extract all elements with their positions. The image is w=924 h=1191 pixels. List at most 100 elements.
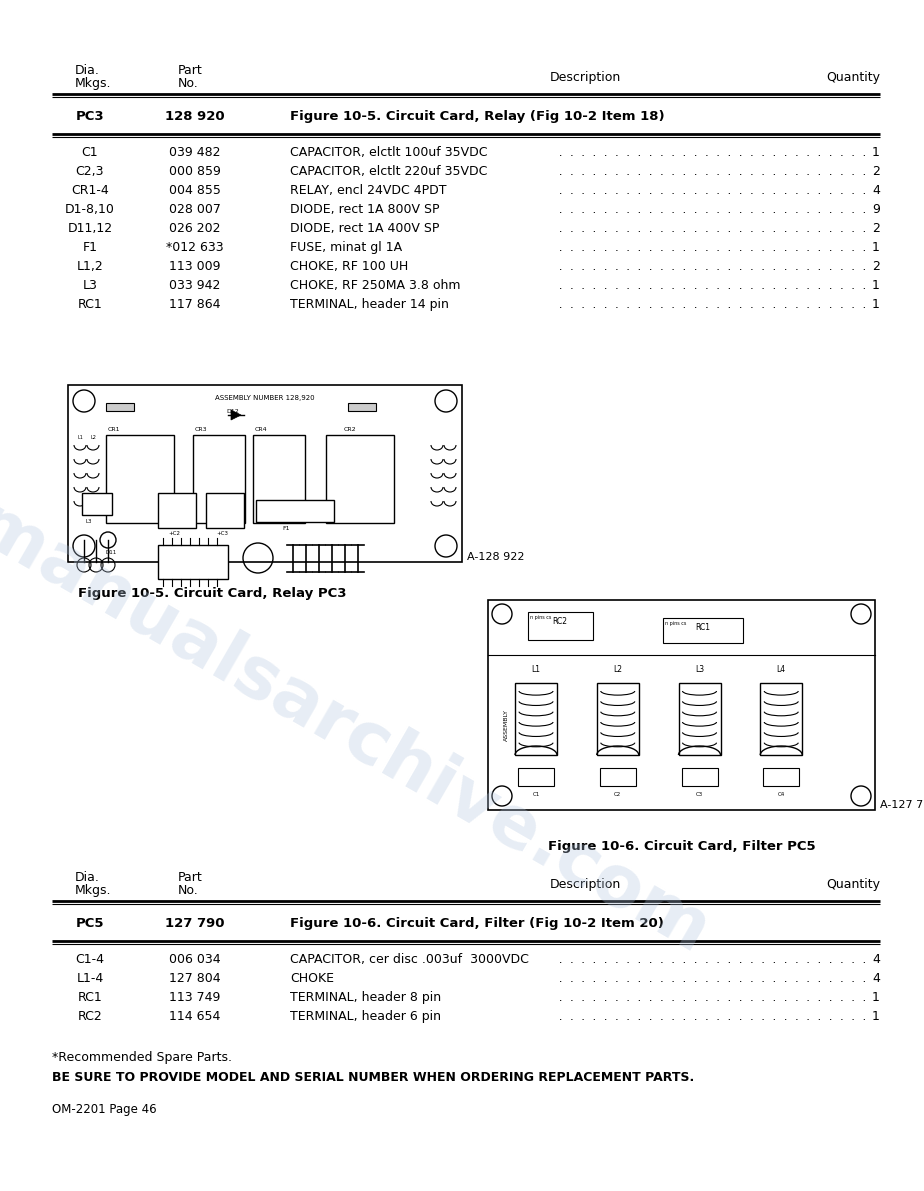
Bar — [158, 493, 196, 528]
Text: 1: 1 — [872, 279, 880, 292]
Text: L3: L3 — [695, 665, 704, 674]
Text: 2: 2 — [872, 166, 880, 177]
Text: 127 804: 127 804 — [169, 972, 221, 985]
Bar — [528, 612, 593, 640]
Text: *Recommended Spare Parts.: *Recommended Spare Parts. — [52, 1050, 232, 1064]
Text: C3: C3 — [696, 792, 703, 797]
Bar — [68, 385, 462, 562]
Text: No.: No. — [178, 77, 199, 91]
Bar — [488, 600, 875, 810]
Text: n pins cs: n pins cs — [530, 615, 552, 621]
Text: L1: L1 — [77, 435, 83, 439]
Text: 1: 1 — [872, 1010, 880, 1023]
Bar — [682, 768, 718, 786]
Text: 026 202: 026 202 — [169, 222, 221, 235]
Text: DIODE, rect 1A 400V SP: DIODE, rect 1A 400V SP — [290, 222, 440, 235]
Bar — [326, 435, 394, 523]
Text: Quantity: Quantity — [826, 878, 880, 891]
Text: CHOKE, RF 100 UH: CHOKE, RF 100 UH — [290, 260, 408, 273]
Text: BE SURE TO PROVIDE MODEL AND SERIAL NUMBER WHEN ORDERING REPLACEMENT PARTS.: BE SURE TO PROVIDE MODEL AND SERIAL NUMB… — [52, 1071, 694, 1084]
Bar — [663, 618, 743, 643]
Text: C2,3: C2,3 — [76, 166, 104, 177]
Text: 113 009: 113 009 — [169, 260, 221, 273]
Text: 2: 2 — [872, 260, 880, 273]
Text: CAPACITOR, cer disc .003uf  3000VDC: CAPACITOR, cer disc .003uf 3000VDC — [290, 953, 529, 966]
Text: Part: Part — [178, 64, 202, 77]
Text: L4: L4 — [777, 665, 785, 674]
Text: .  .  .  .  .  .  .  .  .  .  .  .  .  .  .  .  .  .  .  .  .  .  .  .  .  .  . : . . . . . . . . . . . . . . . . . . . . … — [555, 953, 870, 966]
Bar — [515, 682, 557, 755]
Text: OM-2201 Page 46: OM-2201 Page 46 — [52, 1103, 157, 1116]
Bar — [158, 545, 228, 579]
Text: No.: No. — [178, 884, 199, 897]
Text: 004 855: 004 855 — [169, 183, 221, 197]
Text: Dia.: Dia. — [75, 64, 100, 77]
Text: C1-4: C1-4 — [76, 953, 104, 966]
Text: DIODE, rect 1A 800V SP: DIODE, rect 1A 800V SP — [290, 202, 440, 216]
Text: .  .  .  .  .  .  .  .  .  .  .  .  .  .  .  .  .  .  .  .  .  .  .  .  .  .  . : . . . . . . . . . . . . . . . . . . . . … — [555, 222, 870, 235]
Text: 006 034: 006 034 — [169, 953, 221, 966]
Text: Mkgs.: Mkgs. — [75, 884, 112, 897]
Text: .  .  .  .  .  .  .  .  .  .  .  .  .  .  .  .  .  .  .  .  .  .  .  .  .  .  . : . . . . . . . . . . . . . . . . . . . . … — [555, 279, 870, 292]
Text: CR2: CR2 — [344, 428, 357, 432]
Text: 4: 4 — [872, 183, 880, 197]
Text: CHOKE: CHOKE — [290, 972, 334, 985]
Text: .  .  .  .  .  .  .  .  .  .  .  .  .  .  .  .  .  .  .  .  .  .  .  .  .  .  . : . . . . . . . . . . . . . . . . . . . . … — [555, 260, 870, 273]
Text: C1: C1 — [81, 146, 98, 160]
Text: L3: L3 — [82, 279, 97, 292]
Text: ASSEMBLY: ASSEMBLY — [504, 709, 508, 741]
Bar — [597, 682, 638, 755]
Text: CAPACITOR, elctlt 220uf 35VDC: CAPACITOR, elctlt 220uf 35VDC — [290, 166, 487, 177]
Text: .  .  .  .  .  .  .  .  .  .  .  .  .  .  .  .  .  .  .  .  .  .  .  .  .  .  . : . . . . . . . . . . . . . . . . . . . . … — [555, 146, 870, 160]
Text: 4: 4 — [872, 972, 880, 985]
Text: .  .  .  .  .  .  .  .  .  .  .  .  .  .  .  .  .  .  .  .  .  .  .  .  .  .  . : . . . . . . . . . . . . . . . . . . . . … — [555, 991, 870, 1004]
Text: CR1: CR1 — [108, 428, 120, 432]
Text: 9: 9 — [872, 202, 880, 216]
Text: D12: D12 — [226, 409, 238, 414]
Bar — [518, 768, 554, 786]
Text: Description: Description — [550, 71, 621, 85]
Text: FUSE, minat gl 1A: FUSE, minat gl 1A — [290, 241, 402, 254]
Text: +C3: +C3 — [216, 531, 228, 536]
Text: n pins cs: n pins cs — [665, 621, 687, 626]
Bar — [760, 682, 802, 755]
Text: RC1: RC1 — [78, 298, 103, 311]
Bar — [253, 435, 305, 523]
Text: 2: 2 — [872, 222, 880, 235]
Text: .  .  .  .  .  .  .  .  .  .  .  .  .  .  .  .  .  .  .  .  .  .  .  .  .  .  . : . . . . . . . . . . . . . . . . . . . . … — [555, 166, 870, 177]
Text: D11: D11 — [106, 550, 117, 555]
Text: L1,2: L1,2 — [77, 260, 103, 273]
Text: Figure 10-6. Circuit Card, Filter PC5: Figure 10-6. Circuit Card, Filter PC5 — [548, 840, 815, 853]
Bar — [256, 500, 334, 522]
Text: D1-8,10: D1-8,10 — [65, 202, 115, 216]
Bar — [678, 682, 721, 755]
Text: Mkgs.: Mkgs. — [75, 77, 112, 91]
Polygon shape — [231, 410, 241, 420]
Bar — [106, 403, 134, 411]
Text: C1: C1 — [532, 792, 540, 797]
Text: C2: C2 — [614, 792, 621, 797]
Text: Part: Part — [178, 871, 202, 884]
Text: RC1: RC1 — [696, 623, 711, 632]
Text: F1: F1 — [82, 241, 98, 254]
Text: CHOKE, RF 250MA 3.8 ohm: CHOKE, RF 250MA 3.8 ohm — [290, 279, 460, 292]
Text: 039 482: 039 482 — [169, 146, 221, 160]
Text: CAPACITOR, elctlt 100uf 35VDC: CAPACITOR, elctlt 100uf 35VDC — [290, 146, 488, 160]
Text: C4: C4 — [778, 792, 784, 797]
Text: ASSEMBLY NUMBER 128,920: ASSEMBLY NUMBER 128,920 — [215, 395, 315, 401]
Text: .  .  .  .  .  .  .  .  .  .  .  .  .  .  .  .  .  .  .  .  .  .  .  .  .  .  . : . . . . . . . . . . . . . . . . . . . . … — [555, 972, 870, 985]
Text: Quantity: Quantity — [826, 71, 880, 85]
Text: CR4: CR4 — [255, 428, 268, 432]
Text: 000 859: 000 859 — [169, 166, 221, 177]
Bar — [206, 493, 244, 528]
Text: L3: L3 — [85, 519, 91, 524]
Text: 114 654: 114 654 — [169, 1010, 221, 1023]
Text: A-128 922: A-128 922 — [467, 551, 525, 562]
Bar — [193, 435, 245, 523]
Text: TERMINAL, header 8 pin: TERMINAL, header 8 pin — [290, 991, 441, 1004]
Text: Figure 10-5. Circuit Card, Relay PC3: Figure 10-5. Circuit Card, Relay PC3 — [78, 587, 346, 600]
Text: .  .  .  .  .  .  .  .  .  .  .  .  .  .  .  .  .  .  .  .  .  .  .  .  .  .  . : . . . . . . . . . . . . . . . . . . . . … — [555, 241, 870, 254]
Text: L2: L2 — [614, 665, 622, 674]
Text: TERMINAL, header 6 pin: TERMINAL, header 6 pin — [290, 1010, 441, 1023]
Text: 1: 1 — [872, 991, 880, 1004]
